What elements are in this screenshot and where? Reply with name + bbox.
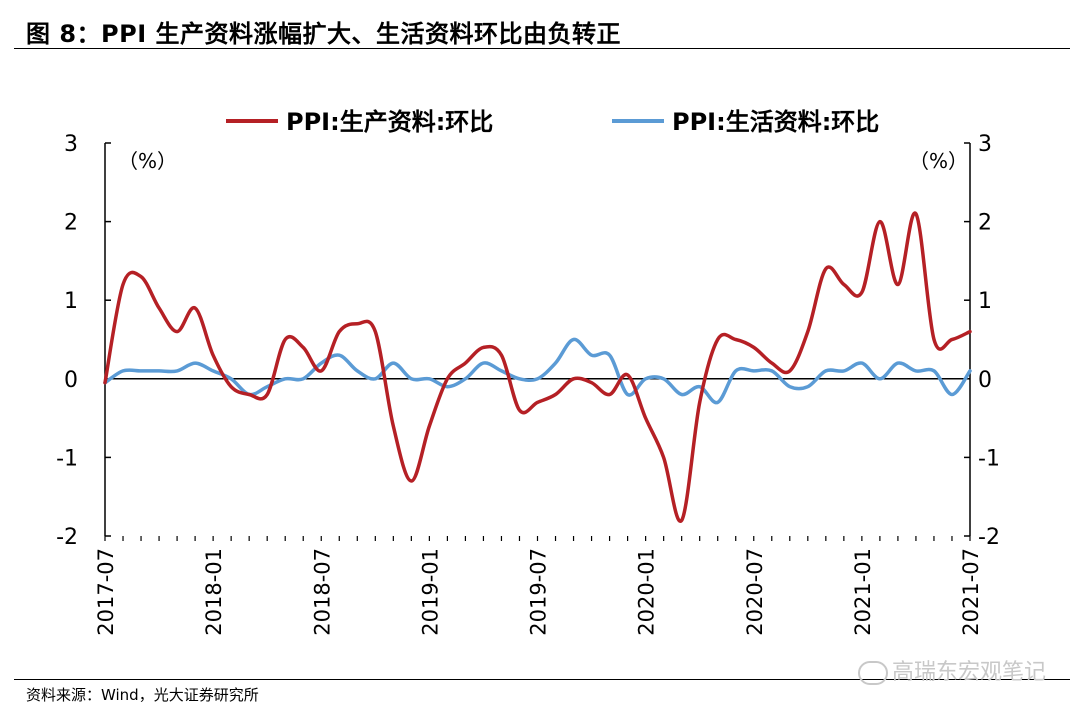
watermark-text: 高瑞东宏观笔记 bbox=[891, 660, 1046, 685]
y-tick-label-right: 3 bbox=[978, 132, 992, 157]
y-tick-label-right: 1 bbox=[978, 289, 992, 314]
x-tick-label: 2021-07 bbox=[959, 548, 983, 636]
x-tick-label: 2019-07 bbox=[527, 548, 551, 636]
y-tick-label-left: -2 bbox=[56, 525, 78, 550]
y-tick-label-left: -1 bbox=[56, 446, 78, 471]
series-line-production bbox=[103, 211, 972, 523]
legend-label: PPI:生产资料:环比 bbox=[286, 108, 493, 136]
x-tick-label: 2018-01 bbox=[202, 548, 226, 636]
y-tick-label-left: 2 bbox=[64, 211, 78, 236]
source-note: 资料来源：Wind，光大证券研究所 bbox=[26, 686, 259, 704]
y-tick-label-left: 3 bbox=[64, 132, 78, 157]
y-tick-label-right: -1 bbox=[978, 446, 1000, 471]
y-tick-label-left: 1 bbox=[64, 289, 78, 314]
y-tick-label-left: 0 bbox=[64, 368, 78, 393]
figure-title: 图 8：PPI 生产资料涨幅扩大、生活资料环比由负转正 bbox=[26, 20, 622, 48]
legend: PPI:生产资料:环比 PPI:生活资料:环比 bbox=[226, 108, 879, 136]
x-tick-label: 2020-01 bbox=[635, 548, 659, 636]
x-tick-label: 2018-07 bbox=[310, 548, 334, 636]
series-layer bbox=[103, 211, 972, 523]
x-tick-label: 2017-07 bbox=[94, 548, 118, 636]
series-line-living bbox=[103, 337, 972, 405]
legend-label: PPI:生活资料:环比 bbox=[672, 108, 879, 136]
unit-label-left: （%） bbox=[118, 149, 177, 173]
legend-item-production: PPI:生产资料:环比 bbox=[226, 108, 493, 136]
y-tick-label-right: 0 bbox=[978, 368, 992, 393]
x-tick-label: 2019-01 bbox=[418, 548, 442, 636]
watermark: 高瑞东宏观笔记 bbox=[857, 654, 1046, 686]
legend-item-living: PPI:生活资料:环比 bbox=[612, 108, 879, 136]
axes-layer: -2 -2 -1 -1 0 0 1 1 2 2 3 3 2017-07 2018-01 2018-07 201… bbox=[56, 132, 1000, 636]
title-rule bbox=[14, 48, 1070, 49]
x-tick-label: 2020-07 bbox=[743, 548, 767, 636]
y-tick-label-right: -2 bbox=[978, 525, 1000, 550]
x-tick-label: 2021-01 bbox=[851, 548, 875, 636]
wechat-icon bbox=[857, 661, 888, 685]
unit-label-right: （%） bbox=[909, 149, 968, 173]
y-tick-label-right: 2 bbox=[978, 211, 992, 236]
source-rule bbox=[14, 679, 1070, 680]
